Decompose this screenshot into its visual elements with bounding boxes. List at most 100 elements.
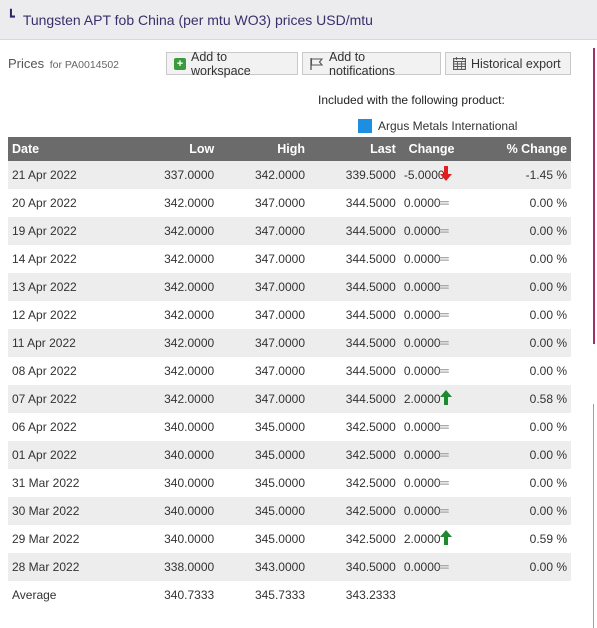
average-low: 340.7333 [109, 581, 219, 609]
cell-last: 344.5000 [309, 273, 400, 301]
cell-change: 0.0000 [399, 357, 441, 385]
cell-high: 343.0000 [218, 553, 310, 581]
product-name: Argus Metals International [378, 119, 518, 133]
cell-change-indicator: ═ [431, 217, 464, 245]
no-change-icon: ═ [439, 194, 449, 212]
cell-low: 340.0000 [109, 441, 219, 469]
cell-date: 20 Apr 2022 [8, 189, 110, 217]
no-change-icon: ═ [439, 474, 449, 492]
cell-change: 0.0000 [399, 553, 441, 581]
cell-high: 345.0000 [218, 469, 310, 497]
cell-change: 0.0000 [399, 217, 441, 245]
cell-last: 344.5000 [309, 245, 400, 273]
cell-change-indicator: ═ [431, 189, 464, 217]
table-row: 29 Mar 2022 340.0000 345.0000 342.5000 2.000… [8, 525, 571, 553]
cell-last: 342.5000 [309, 441, 400, 469]
cell-pct-change: 0.00 % [463, 357, 571, 385]
cell-low: 342.0000 [109, 385, 219, 413]
add-to-workspace-label: Add to workspace [191, 49, 251, 78]
cell-high: 347.0000 [218, 189, 310, 217]
cell-change-indicator [431, 385, 464, 413]
cell-change: 0.0000 [399, 413, 441, 441]
cell-high: 345.0000 [218, 441, 310, 469]
cell-pct-change: 0.00 % [463, 273, 571, 301]
no-change-icon: ═ [439, 306, 449, 324]
cell-date: 21 Apr 2022 [8, 161, 110, 189]
prices-label: Prices [8, 56, 45, 71]
column-header-high[interactable]: High [218, 137, 310, 161]
product-link[interactable]: Argus Metals International [358, 119, 517, 133]
cell-high: 342.0000 [218, 161, 310, 189]
cell-high: 345.0000 [218, 525, 310, 553]
cell-low: 342.0000 [109, 301, 219, 329]
cell-change-indicator: ═ [431, 301, 464, 329]
cell-change-indicator: ═ [431, 441, 464, 469]
cell-low: 342.0000 [109, 189, 219, 217]
scrollbar-track-line [593, 404, 594, 628]
cell-change: 0.0000 [399, 273, 441, 301]
cell-low: 340.0000 [109, 413, 219, 441]
toolbar: Prices for PA0014502 + Add to workspace … [0, 47, 597, 81]
cell-change-indicator: ═ [431, 245, 464, 273]
prices-heading: Prices for PA0014502 [8, 56, 119, 71]
no-change-icon: ═ [439, 250, 449, 268]
add-to-notifications-button[interactable]: Add to notifications [302, 50, 441, 78]
cell-low: 340.0000 [109, 497, 219, 525]
historical-export-label: Historical export [471, 56, 561, 71]
cell-pct-change: 0.00 % [463, 245, 571, 273]
average-row: Average 340.7333 345.7333 343.2333 [8, 581, 571, 609]
scrollbar[interactable] [593, 48, 596, 628]
table-row: 07 Apr 2022 342.0000 347.0000 344.5000 2.000… [8, 385, 571, 413]
cell-low: 342.0000 [109, 357, 219, 385]
table-row: 11 Apr 2022 342.0000 347.0000 344.5000 0.000… [8, 329, 571, 357]
average-indicator-empty [431, 581, 464, 609]
cell-change: 0.0000 [399, 497, 441, 525]
cell-last: 344.5000 [309, 329, 400, 357]
column-header-date[interactable]: Date [8, 137, 110, 161]
historical-export-button[interactable]: Historical export [445, 52, 571, 75]
no-change-icon: ═ [439, 334, 449, 352]
flag-icon [310, 57, 324, 70]
add-to-workspace-button[interactable]: + Add to workspace [166, 49, 298, 78]
cell-low: 338.0000 [109, 553, 219, 581]
cell-date: 13 Apr 2022 [8, 273, 110, 301]
arrow-up-icon [439, 530, 452, 548]
included-with-text: Included with the following product: [318, 93, 505, 107]
cell-change: -5.0000 [399, 161, 445, 189]
cell-low: 342.0000 [109, 329, 219, 357]
table-row: 31 Mar 2022 340.0000 345.0000 342.5000 0.000… [8, 469, 571, 497]
cell-change-indicator: ═ [431, 329, 464, 357]
scrollbar-thumb[interactable] [593, 48, 595, 344]
cell-low: 340.0000 [109, 525, 219, 553]
cell-high: 345.0000 [218, 497, 310, 525]
cell-pct-change: 0.00 % [463, 413, 571, 441]
average-change-empty [399, 581, 432, 609]
cell-change-indicator [431, 525, 464, 553]
cell-last: 342.5000 [309, 525, 400, 553]
cell-last: 339.5000 [309, 161, 400, 189]
cell-date: 19 Apr 2022 [8, 217, 110, 245]
table-row: 19 Apr 2022 342.0000 347.0000 344.5000 0.000… [8, 217, 571, 245]
column-header-pct-change[interactable]: % Change [463, 137, 571, 161]
column-header-change[interactable]: Change [399, 137, 464, 161]
table-row: 30 Mar 2022 340.0000 345.0000 342.5000 0.000… [8, 497, 571, 525]
cell-change: 0.0000 [399, 469, 441, 497]
column-header-low[interactable]: Low [109, 137, 219, 161]
cell-pct-change: 0.00 % [463, 469, 571, 497]
cell-high: 347.0000 [218, 217, 310, 245]
no-change-icon: ═ [439, 362, 449, 380]
table-header-row: Date Low High Last Change % Change [8, 137, 571, 161]
cell-date: 30 Mar 2022 [8, 497, 110, 525]
average-pct-empty [463, 581, 571, 609]
cell-high: 345.0000 [218, 413, 310, 441]
cell-change-indicator: ═ [431, 413, 464, 441]
cell-high: 347.0000 [218, 245, 310, 273]
column-header-last[interactable]: Last [309, 137, 400, 161]
cell-pct-change: -1.45 % [463, 161, 571, 189]
cell-high: 347.0000 [218, 357, 310, 385]
no-change-icon: ═ [439, 222, 449, 240]
cell-change: 0.0000 [399, 301, 441, 329]
cell-date: 06 Apr 2022 [8, 413, 110, 441]
cell-high: 347.0000 [218, 273, 310, 301]
page-title: Tungsten APT fob China (per mtu WO3) pri… [22, 11, 373, 28]
